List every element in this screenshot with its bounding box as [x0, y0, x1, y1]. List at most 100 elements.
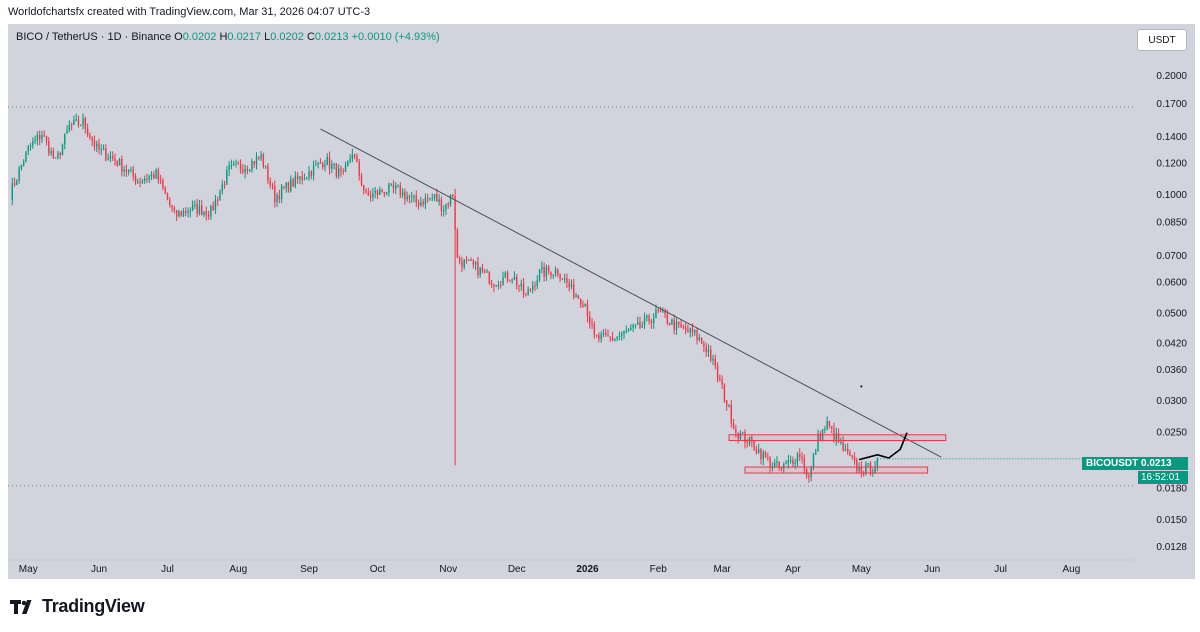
candle-body	[392, 184, 395, 189]
candle-body	[385, 192, 388, 195]
candle-body	[296, 175, 299, 180]
candle-body	[714, 358, 717, 367]
candle-body	[274, 185, 276, 202]
candle-body	[308, 171, 310, 178]
candle-body	[255, 156, 258, 165]
candle-body	[86, 128, 89, 136]
candle-body	[415, 195, 417, 203]
candle-body	[486, 271, 488, 273]
candle-body	[244, 168, 246, 173]
candle-body	[472, 260, 475, 265]
price-chart[interactable]: 0.24000.20000.17000.14000.12000.10000.08…	[8, 24, 1195, 579]
candle-body	[22, 162, 25, 166]
candle-body	[607, 334, 609, 337]
candle-body	[449, 194, 452, 205]
candle-body	[728, 405, 730, 407]
candle-body	[716, 366, 719, 379]
candle-body	[575, 295, 577, 298]
candle-body	[666, 314, 669, 324]
candle-body	[518, 285, 520, 287]
candle-body	[173, 208, 176, 211]
candle-body	[48, 140, 50, 154]
candle-body	[840, 441, 842, 443]
candle-body	[429, 197, 431, 199]
candle-body	[869, 463, 872, 474]
candle-body	[623, 330, 625, 334]
candle-body	[150, 174, 153, 177]
candle-body	[783, 464, 785, 469]
candle-body	[294, 175, 297, 187]
candle-body	[755, 449, 758, 453]
chart-area[interactable]	[8, 24, 1195, 579]
currency-unit-button[interactable]: USDT	[1137, 29, 1187, 51]
candle-body	[689, 328, 691, 333]
candle-body	[264, 165, 267, 167]
candle-body	[593, 324, 596, 336]
candle-body	[34, 139, 36, 142]
y-tick-label: 0.0360	[1156, 365, 1187, 376]
candle-body	[187, 211, 189, 213]
tradingview-brand[interactable]: TradingView	[10, 596, 145, 617]
candle-body	[166, 193, 169, 200]
candle-body	[223, 184, 226, 186]
candle-body	[684, 327, 687, 331]
y-tick-label: 0.0850	[1156, 218, 1187, 229]
candle-body	[511, 279, 513, 281]
candle-body	[799, 453, 801, 457]
candle-body	[54, 157, 57, 159]
candle-body	[543, 267, 545, 277]
candle-body	[388, 184, 390, 193]
candle-body	[730, 405, 732, 424]
candle-body	[584, 303, 586, 307]
candle-body	[159, 180, 162, 182]
candle-body	[438, 199, 440, 202]
candle-body	[723, 384, 726, 401]
candle-body	[732, 423, 735, 429]
candle-body	[456, 230, 459, 258]
x-tick-label: Jul	[994, 564, 1007, 575]
candle-body	[185, 210, 187, 213]
candle-body	[547, 266, 550, 272]
x-tick-label: May	[852, 564, 871, 575]
candle-body	[440, 199, 443, 212]
candle-body	[118, 159, 121, 166]
candle-body	[675, 321, 678, 330]
candle-body	[315, 164, 317, 166]
candle-body	[285, 182, 287, 188]
candle-body	[762, 452, 764, 460]
candle-body	[780, 467, 783, 469]
candle-body	[344, 165, 347, 172]
candle-body	[634, 324, 637, 326]
candle-body	[379, 189, 381, 195]
symbol-price-tag: BICOUSDT	[1082, 457, 1143, 470]
candle-body	[381, 189, 383, 193]
candle-body	[301, 176, 303, 180]
bar-countdown: 16:52:01	[1138, 471, 1188, 484]
candle-body	[324, 164, 326, 168]
candle-body	[331, 164, 333, 169]
candle-body	[431, 197, 433, 199]
candle-body	[522, 283, 525, 294]
candle-body	[68, 124, 71, 131]
candle-body	[123, 169, 125, 172]
candle-body	[712, 358, 714, 361]
candle-body	[50, 150, 52, 154]
candle-body	[579, 298, 582, 305]
candle-body	[609, 336, 612, 338]
candle-body	[618, 335, 621, 337]
candle-body	[680, 324, 682, 328]
candle-body	[292, 179, 294, 187]
y-tick-label: 0.0300	[1156, 396, 1187, 407]
candle-body	[260, 154, 262, 159]
candle-body	[349, 158, 351, 162]
tradingview-logo-icon	[10, 599, 32, 614]
candle-body	[271, 185, 274, 187]
y-tick-label: 0.2000	[1156, 71, 1187, 82]
candle-body	[445, 203, 447, 211]
candle-body	[141, 180, 144, 183]
candle-body	[769, 458, 771, 468]
brand-name: TradingView	[42, 596, 145, 616]
candle-body	[248, 170, 251, 172]
candle-body	[632, 325, 634, 328]
candle-body	[383, 192, 386, 195]
